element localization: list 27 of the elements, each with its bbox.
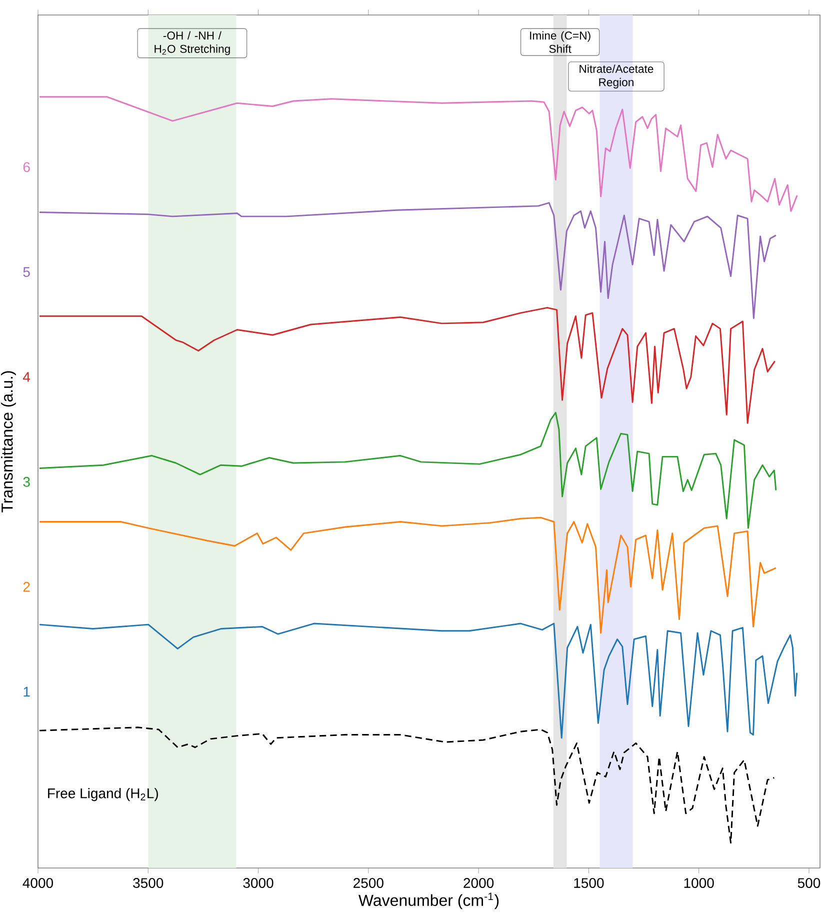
y-tick-label: 5 [23, 267, 30, 277]
x-tick-label: 3500 [133, 878, 164, 888]
line-series [38, 96, 798, 212]
x-tick-label: 1500 [574, 878, 604, 888]
y-tick-label: 2 [23, 582, 30, 592]
line-series [38, 622, 798, 739]
band-label: Imine (C=N) Shift [530, 31, 590, 53]
x-tick-label: 3000 [243, 878, 274, 888]
x-tick-label: 2500 [354, 878, 384, 888]
line-series [38, 306, 776, 424]
text: Free Ligand (H$_{2}$L) [48, 788, 158, 802]
band-label: -OH / -NH / H$_{2}$O Stretching [154, 31, 230, 56]
line-series [38, 412, 777, 529]
y-tick-label: 3 [23, 476, 30, 487]
y-tick-label: 6 [23, 162, 30, 172]
y-axis-title: Transmittance (a.u.) [1, 371, 16, 512]
y-tick-label: 4 [23, 372, 30, 382]
y-tick-label: 1 [24, 686, 30, 697]
line-series [38, 202, 777, 319]
line-series [38, 726, 775, 844]
x-tick-label: 2000 [464, 878, 494, 888]
x-tick-label: 500 [798, 878, 820, 888]
x-tick-label: 1000 [684, 878, 714, 888]
x-tick-label: 4000 [22, 878, 54, 888]
line-series [38, 516, 777, 634]
band-label: Nitrate/Acetate Region [580, 64, 654, 88]
x-axis-title: Wavenumber (cm$^{-1}$) [358, 892, 499, 910]
